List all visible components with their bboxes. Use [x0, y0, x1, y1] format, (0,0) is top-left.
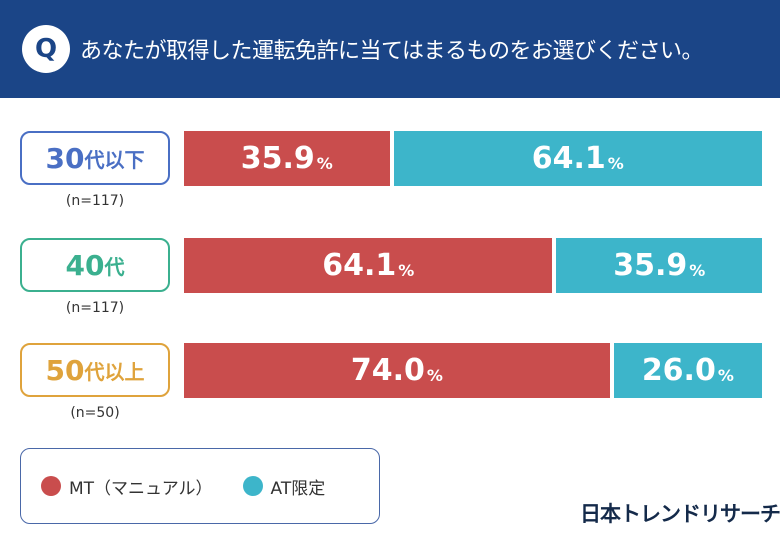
unit-label: % [607, 154, 624, 173]
category-age: 50 [45, 353, 85, 387]
category-suffix: 代 [104, 254, 125, 279]
legend: MT（マニュアル） AT限定 [20, 448, 380, 524]
data-label: 64.1 [531, 141, 606, 176]
data-label: 74.0 [350, 353, 425, 388]
unit-label: % [316, 154, 333, 173]
legend-at-label: AT限定 [270, 478, 326, 499]
bar-segment-at: 64.1% [393, 131, 762, 186]
stacked-bar: 74.0% 26.0% [184, 343, 762, 398]
unit-label: % [689, 261, 706, 280]
data-label: 35.9 [613, 248, 688, 283]
category-age: 30 [45, 141, 85, 175]
bar-segment-mt: 35.9% [184, 131, 390, 186]
bar-segment-at: 26.0% [613, 343, 762, 398]
sample-size: (n=117) [65, 300, 125, 316]
unit-label: % [398, 261, 415, 280]
brand-logo: 日本トレンドリサーチ [580, 502, 780, 526]
category-age: 40 [65, 248, 105, 282]
category-label: 30 代以下 [20, 131, 170, 185]
legend-mt-label: MT（マニュアル） [69, 478, 213, 499]
data-label: 35.9 [240, 141, 315, 176]
question-header: Q あなたが取得した運転免許に当てはまるものをお選びください。 [0, 0, 780, 98]
stacked-bar: 35.9% 64.1% [184, 131, 762, 186]
bar-segment-mt: 64.1% [184, 238, 553, 293]
bar-segment-mt: 74.0% [184, 343, 610, 398]
data-label: 26.0 [641, 353, 716, 388]
legend-mt-swatch [41, 476, 61, 496]
category-suffix: 代以上 [84, 359, 145, 384]
category-label: 40 代 [20, 238, 170, 292]
question-title: あなたが取得した運転免許に当てはまるものをお選びください。 [80, 39, 704, 64]
bar-segment-at: 35.9% [556, 238, 762, 293]
sample-size: (n=50) [70, 405, 120, 421]
data-label: 64.1 [322, 248, 397, 283]
sample-size: (n=117) [65, 193, 125, 209]
category-label: 50 代以上 [20, 343, 170, 397]
unit-label: % [717, 366, 734, 385]
legend-at-swatch [242, 476, 263, 496]
stacked-bar: 64.1% 35.9% [184, 238, 762, 293]
unit-label: % [426, 366, 443, 385]
q-badge: Q [22, 25, 70, 73]
category-suffix: 代以下 [84, 147, 145, 172]
